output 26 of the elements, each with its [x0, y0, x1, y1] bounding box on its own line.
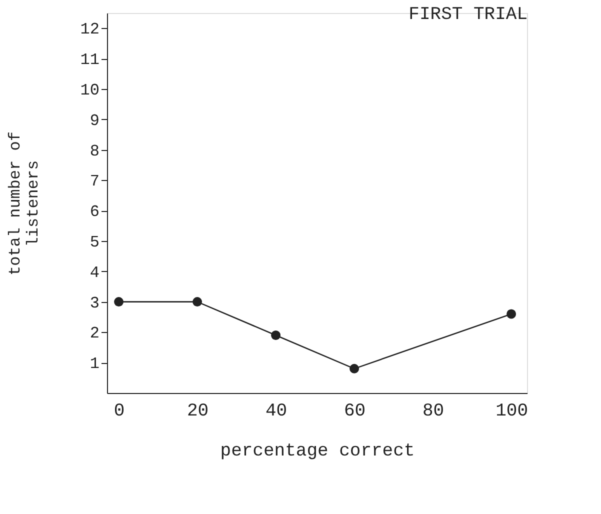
y-tick-label: 2 — [90, 324, 100, 343]
x-tick-label: 20 — [186, 402, 209, 422]
x-axis-title: percentage correct — [220, 442, 415, 462]
y-axis-title: total number of listeners — [6, 131, 42, 276]
x-tick-label: 80 — [422, 402, 444, 422]
y-tick-label: 4 — [90, 264, 100, 282]
point — [192, 297, 202, 307]
point — [114, 297, 124, 307]
y-tick-label: 10 — [80, 82, 100, 100]
point — [506, 309, 516, 319]
y-tick-label: 12 — [80, 20, 100, 39]
x-tick-label: 40 — [265, 402, 288, 422]
y-tick-label: 8 — [90, 142, 100, 160]
y-tick-label: 9 — [90, 112, 100, 130]
x-tick-label: 60 — [344, 402, 366, 422]
y-tick-label: 3 — [90, 294, 100, 312]
x-tick-label: 100 — [496, 402, 528, 422]
y-tick-label: 6 — [90, 203, 100, 222]
point — [271, 330, 281, 340]
x-tick-label: 0 — [114, 402, 125, 422]
y-tick-label: 5 — [90, 234, 100, 252]
y-tick-label: 1 — [90, 355, 100, 374]
y-tick-label: 11 — [80, 51, 100, 70]
point — [350, 364, 360, 374]
chart-title: FIRST TRIAL — [408, 5, 528, 25]
y-tick-label: 7 — [90, 172, 100, 191]
